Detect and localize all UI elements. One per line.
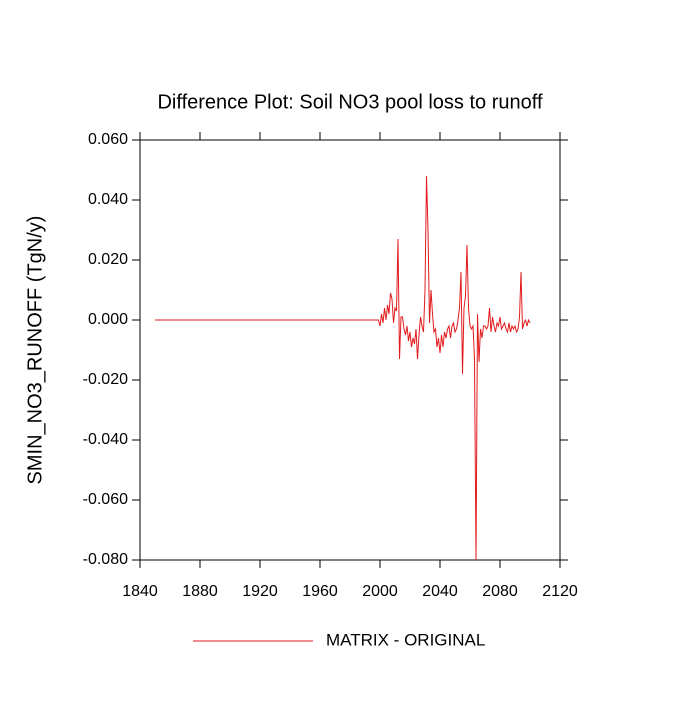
y-tick-label: -0.060: [83, 491, 128, 508]
y-tick-label: -0.080: [83, 551, 128, 568]
x-tick-label: 2000: [362, 583, 398, 600]
y-tick-label: 0.060: [88, 131, 128, 148]
chart-title: Difference Plot: Soil NO3 pool loss to r…: [157, 91, 542, 113]
y-tick-label: -0.020: [83, 371, 128, 388]
legend-label: MATRIX - ORIGINAL: [326, 630, 485, 649]
y-tick-label: 0.000: [88, 311, 128, 328]
x-tick-label: 1960: [302, 583, 338, 600]
x-tick-label: 2120: [542, 583, 578, 600]
x-tick-label: 1840: [122, 583, 158, 600]
y-axis-label: SMIN_NO3_RUNOFF (TgN/y): [24, 216, 46, 485]
x-tick-label: 2080: [482, 583, 518, 600]
x-tick-label: 2040: [422, 583, 458, 600]
y-tick-label: -0.040: [83, 431, 128, 448]
x-tick-label: 1880: [182, 583, 218, 600]
data-line: [155, 175, 531, 561]
y-tick-label: 0.020: [88, 251, 128, 268]
y-tick-label: 0.040: [88, 191, 128, 208]
x-tick-label: 1920: [242, 583, 278, 600]
plot-frame: [139, 139, 561, 561]
